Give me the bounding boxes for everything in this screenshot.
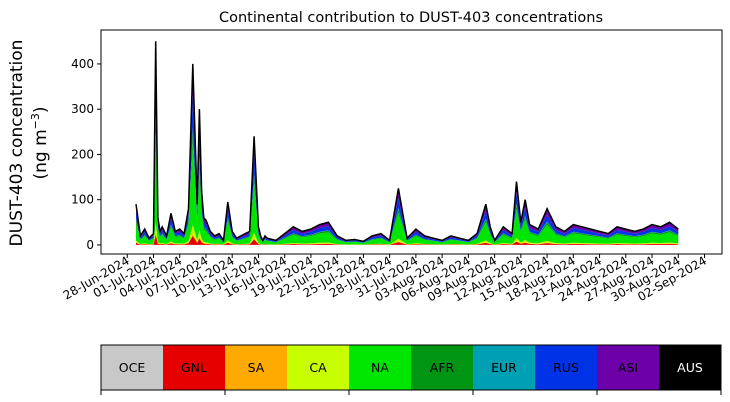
- plot-area: 0 100 200 300 400 28-Jun-202401-Jul-202404-J…: [61, 29, 723, 304]
- legend-label-rus: RUS: [553, 360, 579, 375]
- legend-label-afr: AFR: [430, 360, 455, 375]
- y-axis-label-line2: (ng m−3): [29, 106, 51, 179]
- legend-frame: [100, 344, 722, 391]
- legend-swatch-aus: [659, 345, 722, 390]
- y-tick-label: 300: [71, 102, 94, 116]
- plot-frame: [100, 29, 723, 255]
- y-ticks: 0 100 200 300 400: [71, 57, 101, 252]
- y-tick-label: 200: [71, 147, 94, 161]
- y-tick-label: 0: [86, 238, 94, 252]
- y-axis-label: DUST-403 concentration (ng m−3): [7, 40, 51, 247]
- legend-swatch-eur: [473, 345, 536, 390]
- legend-swatch-afr: [411, 345, 474, 390]
- y-tick-label: 100: [71, 193, 94, 207]
- legend-swatch-ca: [287, 345, 350, 390]
- legend-label-aus: AUS: [677, 360, 703, 375]
- legend-swatch-asi: [597, 345, 660, 390]
- legend-swatch-oce: [101, 345, 164, 390]
- legend-label-asi: ASI: [618, 360, 638, 375]
- series-area-gnl: [136, 234, 679, 245]
- legend-swatch-na: [349, 345, 412, 390]
- series-line-total: [135, 41, 679, 243]
- legend-label-gnl: GNL: [181, 360, 207, 375]
- series-area-asi: [136, 41, 679, 242]
- legend-label-sa: SA: [248, 360, 265, 375]
- legend-label-na: NA: [371, 360, 389, 375]
- series-area-afr: [136, 116, 679, 243]
- legend-swatch-sa: [225, 345, 288, 390]
- x-ticks: 28-Jun-202401-Jul-202404-Jul-202407-Jul-…: [61, 253, 709, 304]
- legend-swatch-rus: [535, 345, 598, 390]
- legend-label-oce: OCE: [119, 360, 146, 375]
- y-axis-label-line1: DUST-403 concentration: [7, 40, 27, 247]
- series-area-eur: [136, 112, 679, 243]
- series-layer: [135, 41, 679, 245]
- y-tick-label: 400: [71, 57, 94, 71]
- legend-swatch-gnl: [163, 345, 226, 390]
- legend-label-ca: CA: [309, 360, 327, 375]
- chart-title: Continental contribution to DUST-403 con…: [219, 10, 603, 26]
- series-area-na: [136, 130, 679, 245]
- legend-label-eur: EUR: [491, 360, 517, 375]
- legend-colorbar: OCE GNL SA CA NA AFR EUR RUS ASI AUS: [100, 344, 722, 395]
- series-area-rus: [136, 75, 679, 243]
